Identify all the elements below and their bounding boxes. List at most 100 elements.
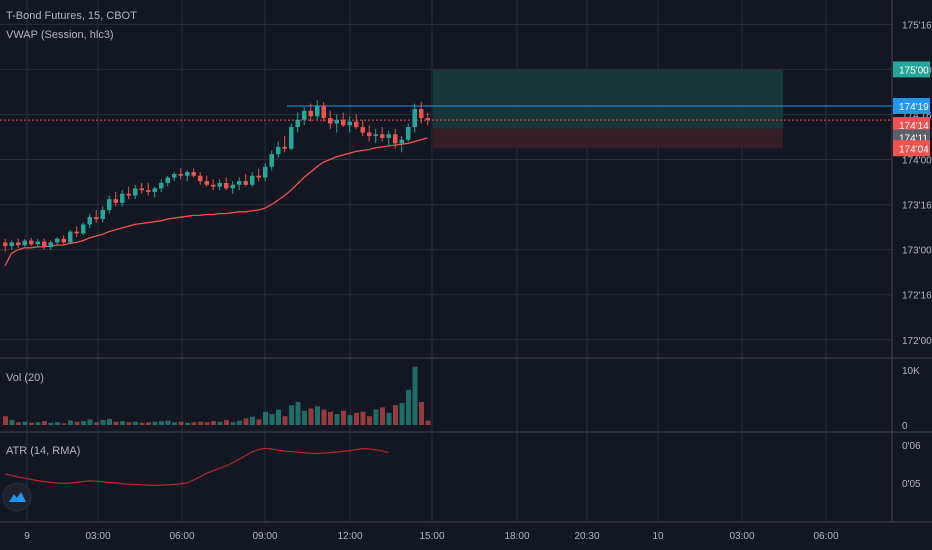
- candle[interactable]: [302, 107, 307, 126]
- volume-bar[interactable]: [185, 422, 190, 425]
- candle[interactable]: [120, 190, 125, 207]
- candle[interactable]: [3, 238, 8, 252]
- volume-bar[interactable]: [152, 421, 158, 425]
- candle[interactable]: [165, 175, 171, 187]
- candle[interactable]: [250, 172, 255, 187]
- volume-bar[interactable]: [48, 422, 54, 425]
- candle[interactable]: [35, 238, 41, 247]
- volume-bar[interactable]: [243, 418, 249, 425]
- candle[interactable]: [347, 116, 353, 133]
- volume-bar[interactable]: [315, 406, 320, 425]
- atr-plot[interactable]: [4, 447, 389, 487]
- candle[interactable]: [152, 186, 158, 198]
- price-plot[interactable]: [0, 100, 892, 267]
- candle[interactable]: [373, 128, 379, 144]
- volume-bar[interactable]: [120, 421, 125, 425]
- time-tick-label[interactable]: 09:00: [252, 531, 277, 542]
- volume-bar[interactable]: [276, 409, 281, 425]
- candle[interactable]: [48, 240, 54, 250]
- volume-bar[interactable]: [107, 418, 112, 425]
- time-tick-label[interactable]: 15:00: [419, 531, 444, 542]
- candle[interactable]: [81, 222, 86, 236]
- candle[interactable]: [269, 150, 275, 171]
- volume-bar[interactable]: [289, 405, 294, 425]
- volume-bar[interactable]: [9, 420, 15, 425]
- candle[interactable]: [321, 101, 327, 122]
- volume-legend[interactable]: Vol (20): [6, 372, 44, 384]
- volume-bar[interactable]: [211, 421, 216, 425]
- volume-bar[interactable]: [55, 422, 60, 425]
- candle[interactable]: [289, 123, 294, 151]
- candle[interactable]: [159, 179, 164, 192]
- atr-tick-label[interactable]: 0'05: [902, 479, 921, 490]
- volume-bar[interactable]: [354, 412, 359, 425]
- time-tick-label[interactable]: 06:00: [813, 531, 838, 542]
- volume-bar[interactable]: [419, 401, 424, 425]
- candle[interactable]: [399, 136, 405, 153]
- price-tick-label[interactable]: 173'16: [902, 201, 932, 212]
- candle[interactable]: [185, 170, 190, 182]
- volume-bar[interactable]: [139, 422, 145, 425]
- candle[interactable]: [412, 103, 418, 133]
- volume-bar[interactable]: [412, 366, 418, 425]
- volume-bar[interactable]: [16, 422, 21, 425]
- volume-bar[interactable]: [360, 411, 366, 425]
- candle[interactable]: [139, 182, 145, 194]
- candle[interactable]: [55, 237, 60, 246]
- volume-bar[interactable]: [146, 422, 151, 425]
- volume-bar[interactable]: [393, 405, 398, 425]
- volume-bar[interactable]: [250, 416, 255, 425]
- candle[interactable]: [276, 141, 281, 158]
- volume-bar[interactable]: [321, 409, 327, 425]
- candle[interactable]: [315, 100, 320, 120]
- time-tick-label[interactable]: 06:00: [169, 531, 194, 542]
- candle[interactable]: [133, 184, 138, 200]
- candle[interactable]: [224, 177, 229, 191]
- candle[interactable]: [217, 179, 223, 191]
- atr-tick-label[interactable]: 0'06: [902, 441, 921, 452]
- candle[interactable]: [328, 110, 333, 129]
- candle[interactable]: [237, 177, 242, 191]
- candle[interactable]: [9, 240, 15, 250]
- candle[interactable]: [367, 125, 372, 142]
- volume-bar[interactable]: [367, 416, 372, 425]
- volume-bar[interactable]: [68, 420, 73, 425]
- volume-plot[interactable]: [3, 366, 431, 425]
- volume-bar[interactable]: [230, 422, 236, 425]
- candle[interactable]: [100, 206, 106, 223]
- time-axis[interactable]: 9 03:00 06:00 09:00 12:00 15:00 18:00 20:30 10 03…: [24, 531, 839, 542]
- volume-bar[interactable]: [113, 421, 119, 425]
- time-tick-label[interactable]: 9: [24, 531, 30, 542]
- vwap-legend[interactable]: VWAP (Session, hlc3): [6, 29, 114, 41]
- candle[interactable]: [126, 186, 132, 200]
- volume-bar[interactable]: [178, 421, 184, 425]
- volume-tick-label[interactable]: 0: [902, 421, 908, 432]
- volume-bar[interactable]: [425, 420, 431, 425]
- candle[interactable]: [74, 226, 80, 238]
- volume-bar[interactable]: [81, 421, 86, 425]
- volume-bar[interactable]: [94, 422, 99, 425]
- volume-bar[interactable]: [263, 411, 268, 425]
- candle[interactable]: [61, 235, 67, 245]
- candle[interactable]: [204, 175, 210, 187]
- volume-bar[interactable]: [126, 422, 132, 425]
- candle[interactable]: [113, 191, 119, 207]
- volume-bar[interactable]: [380, 407, 385, 425]
- volume-bar[interactable]: [386, 412, 392, 425]
- candle[interactable]: [341, 112, 346, 128]
- candle[interactable]: [295, 112, 301, 133]
- vwap-line[interactable]: [4, 137, 428, 267]
- time-tick-label[interactable]: 12:00: [337, 531, 362, 542]
- volume-bar[interactable]: [74, 421, 80, 425]
- position-zones[interactable]: [433, 69, 783, 149]
- volume-bar[interactable]: [100, 420, 106, 425]
- symbol-title[interactable]: T-Bond Futures, 15, CBOT: [6, 10, 137, 22]
- volume-bar[interactable]: [198, 421, 203, 425]
- time-tick-label[interactable]: 20:30: [574, 531, 599, 542]
- volume-bar[interactable]: [334, 414, 340, 425]
- volume-tick-label[interactable]: 10K: [902, 366, 920, 377]
- price-tick-label[interactable]: 173'00: [902, 246, 932, 257]
- candle[interactable]: [393, 128, 398, 149]
- profit-target-zone[interactable]: [433, 69, 783, 129]
